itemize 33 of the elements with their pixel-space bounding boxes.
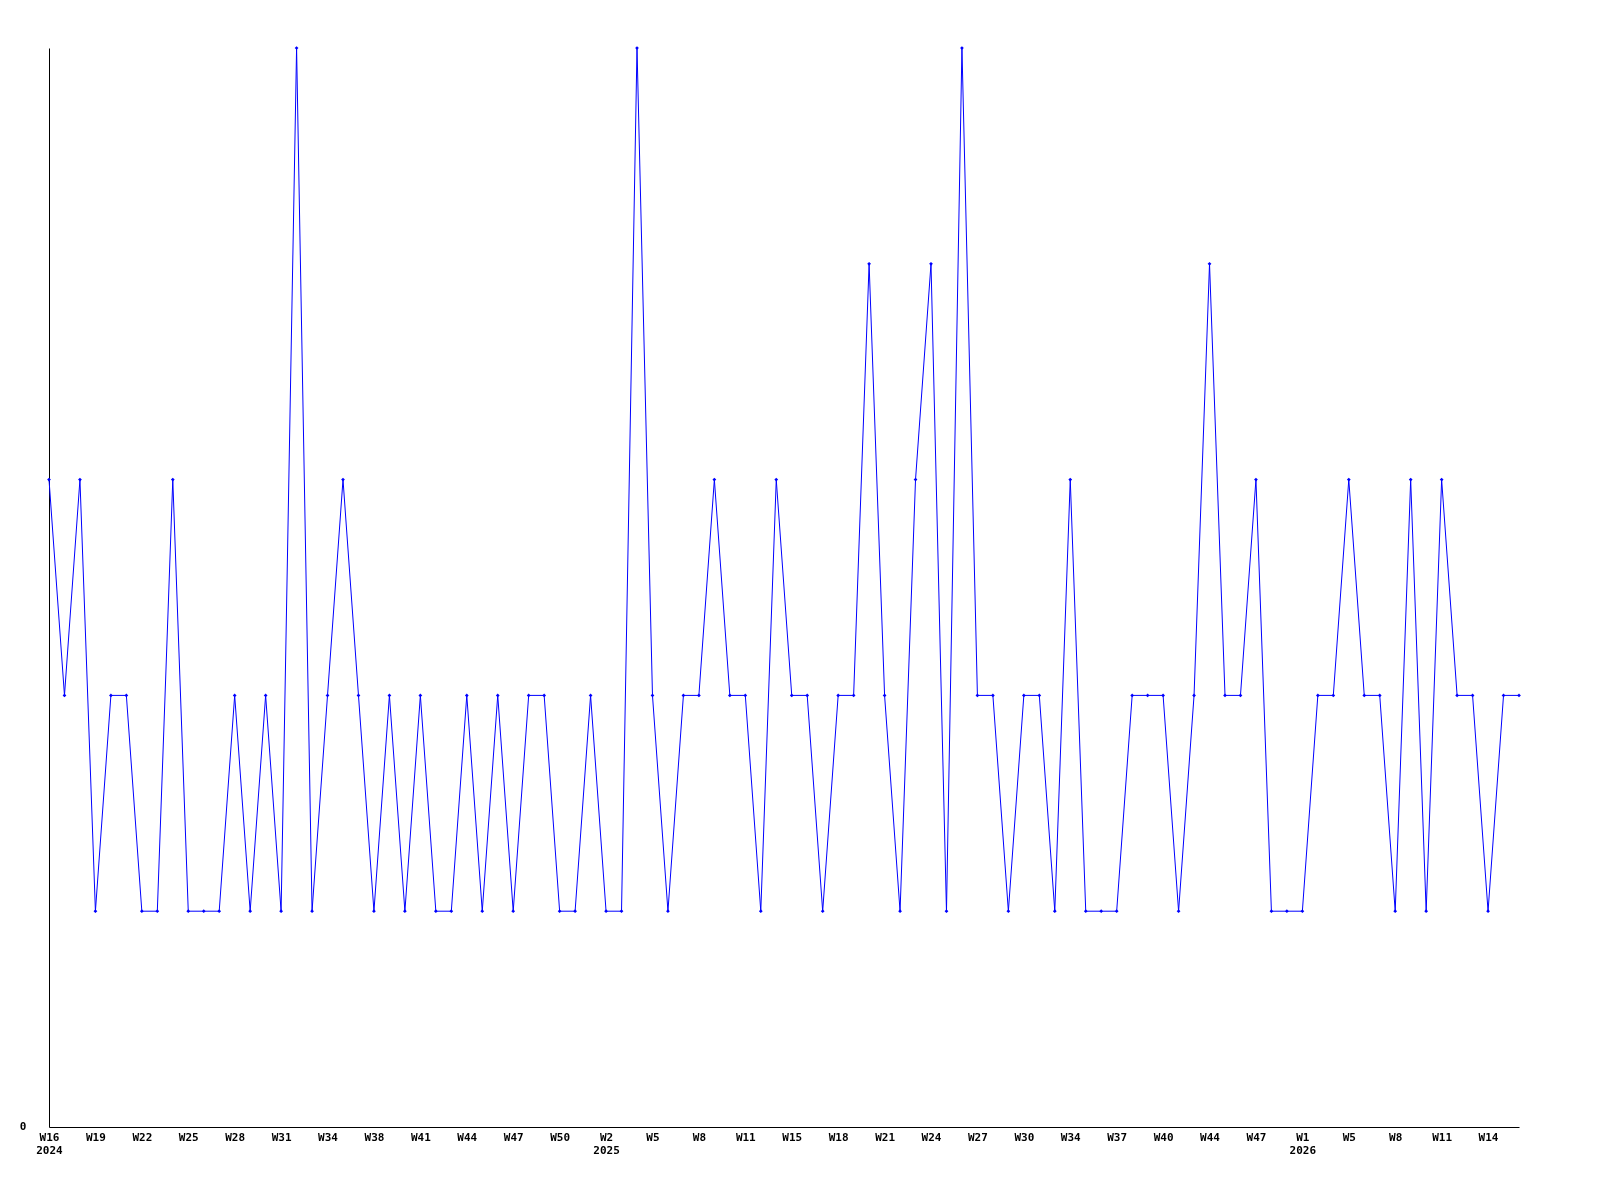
x-tick-label: W31 <box>271 1130 292 1144</box>
x-tick-label: W2 2025 <box>593 1130 620 1157</box>
x-tick-label: W8 <box>692 1130 707 1144</box>
x-tick-label: W15 <box>782 1130 803 1144</box>
x-tick-label: W37 <box>1107 1130 1128 1144</box>
text: 0 <box>19 1120 27 1133</box>
x-tick-label: W30 <box>1014 1130 1035 1144</box>
x-tick-label: W5 <box>1342 1130 1356 1144</box>
x-tick-label: W27 <box>967 1130 988 1144</box>
x-tick-label: W24 <box>921 1130 942 1144</box>
x-tick-label: W14 <box>1478 1130 1499 1144</box>
x-tick-label: W38 <box>364 1130 385 1144</box>
x-tick-label: W41 <box>410 1130 432 1144</box>
x-tick-label: W28 <box>225 1130 246 1144</box>
x-tick-label: W22 <box>132 1130 153 1144</box>
x-tick-label: W11 <box>735 1130 757 1144</box>
x-tick-label: W18 <box>828 1130 849 1144</box>
x-tick-label: W19 <box>85 1130 106 1144</box>
x-tick-label: W50 <box>550 1130 571 1144</box>
x-tick-label: W40 <box>1153 1130 1174 1144</box>
x-tick-label: W44 <box>457 1130 478 1144</box>
x-tick-label: W8 <box>1389 1130 1403 1144</box>
x-tick-label: W47 <box>1246 1130 1267 1144</box>
x-tick-label: W21 <box>875 1130 896 1144</box>
x-tick-label: W11 <box>1432 1130 1453 1144</box>
x-tick-label: W5 <box>646 1130 660 1144</box>
x-tick-label: W34 <box>1060 1130 1082 1144</box>
x-tick-label: W34 <box>318 1130 339 1144</box>
x-tick-label: W1 2026 <box>1289 1130 1317 1157</box>
x-tick-label: W16 2024 <box>36 1130 64 1157</box>
x-tick-label: W47 <box>503 1130 524 1144</box>
x-tick-label: W25 <box>178 1130 199 1144</box>
x-tick-label: W44 <box>1200 1130 1221 1144</box>
